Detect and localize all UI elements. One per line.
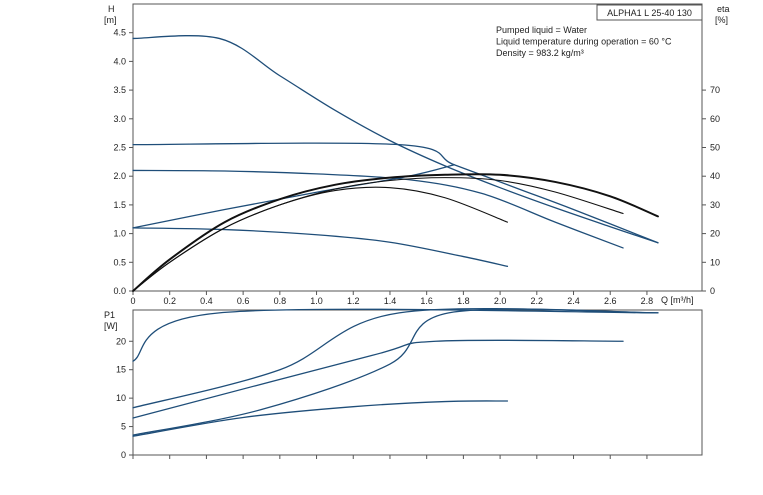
x-tick-label: 1.6 — [420, 296, 433, 306]
x-tick-label: 2.2 — [531, 296, 544, 306]
p1-tick-label: 5 — [121, 422, 126, 432]
h-tick-label: 0.5 — [113, 257, 126, 267]
eta-tick-label: 10 — [710, 257, 720, 267]
x-tick-label: 1.2 — [347, 296, 360, 306]
eta-tick-label: 60 — [710, 114, 720, 124]
x-tick-label: 2.4 — [567, 296, 580, 306]
p1-tick-label: 10 — [116, 393, 126, 403]
x-tick-label: 2.0 — [494, 296, 507, 306]
pump-model-title: ALPHA1 L 25-40 130 — [607, 8, 692, 18]
eta-tick-label: 50 — [710, 143, 720, 153]
x-tick-label: 0 — [130, 296, 135, 306]
head-curve — [132, 164, 455, 229]
h-axis-label: H — [108, 4, 115, 14]
efficiency-curve — [132, 173, 659, 292]
eta-tick-label: 40 — [710, 171, 720, 181]
power-curve — [132, 339, 624, 419]
eta-axis-unit: [%] — [715, 15, 728, 25]
head-plot-frame — [132, 3, 703, 292]
h-tick-label: 4.0 — [113, 56, 126, 66]
info-line: Pumped liquid = Water — [496, 25, 587, 35]
power-curve — [132, 308, 659, 436]
x-tick-label: 2.8 — [641, 296, 654, 306]
power-panel: P1 [W] 0 5 10 15 20 — [104, 307, 703, 460]
power-axis-ticks: 0 5 10 15 20 — [116, 336, 648, 460]
h-tick-label: 1.0 — [113, 229, 126, 239]
h-tick-label: 1.5 — [113, 200, 126, 210]
info-line: Density = 983.2 kg/m³ — [496, 48, 584, 58]
eta-tick-label: 20 — [710, 229, 720, 239]
x-tick-label: 1.4 — [384, 296, 397, 306]
p1-axis-label: P1 — [104, 310, 115, 320]
head-curve — [132, 35, 659, 244]
x-tick-label: 0.6 — [237, 296, 250, 306]
h-tick-label: 4.5 — [113, 28, 126, 38]
eta-axis-label: eta — [717, 4, 730, 14]
pump-model-box — [596, 4, 703, 21]
efficiency-curve — [132, 186, 508, 292]
eta-tick-label: 0 — [710, 286, 715, 296]
p1-axis-unit: [W] — [104, 321, 118, 331]
power-curves — [132, 307, 659, 437]
info-line: Liquid temperature during operation = 60… — [496, 37, 672, 47]
h-tick-label: 2.5 — [113, 143, 126, 153]
p1-tick-label: 15 — [116, 365, 126, 375]
p1-tick-label: 20 — [116, 336, 126, 346]
power-curve — [132, 308, 659, 362]
head-efficiency-panel: H [m] eta [%] Q [m³/h] ALPHA1 L 25-40 13… — [104, 3, 730, 306]
h-tick-label: 3.5 — [113, 85, 126, 95]
head-curves — [132, 35, 659, 292]
h-tick-label: 3.0 — [113, 114, 126, 124]
h-axis-unit: [m] — [104, 15, 117, 25]
p1-tick-label: 0 — [121, 450, 126, 460]
power-plot-frame — [132, 309, 703, 456]
h-tick-label: 0.0 — [113, 286, 126, 296]
eta-tick-label: 70 — [710, 85, 720, 95]
x-tick-label: 1.0 — [310, 296, 323, 306]
h-tick-label: 2.0 — [113, 171, 126, 181]
power-curve — [132, 400, 509, 437]
x-tick-label: 0.4 — [200, 296, 213, 306]
operating-info: Pumped liquid = Water Liquid temperature … — [496, 25, 672, 58]
flow-axis-label: Q [m³/h] — [661, 295, 694, 305]
power-curve — [132, 307, 659, 409]
x-tick-label: 1.8 — [457, 296, 470, 306]
x-tick-label: 2.6 — [604, 296, 617, 306]
head-axis-ticks: 0 0.2 0.4 0.6 0.8 1.0 1.2 1.4 1.6 1.8 2.0 2.2 2.4 2.6… — [113, 28, 720, 306]
head-curve — [132, 142, 659, 244]
x-tick-label: 0.2 — [163, 296, 176, 306]
x-tick-label: 0.8 — [274, 296, 287, 306]
eta-tick-label: 30 — [710, 200, 720, 210]
head-curve — [132, 227, 509, 267]
